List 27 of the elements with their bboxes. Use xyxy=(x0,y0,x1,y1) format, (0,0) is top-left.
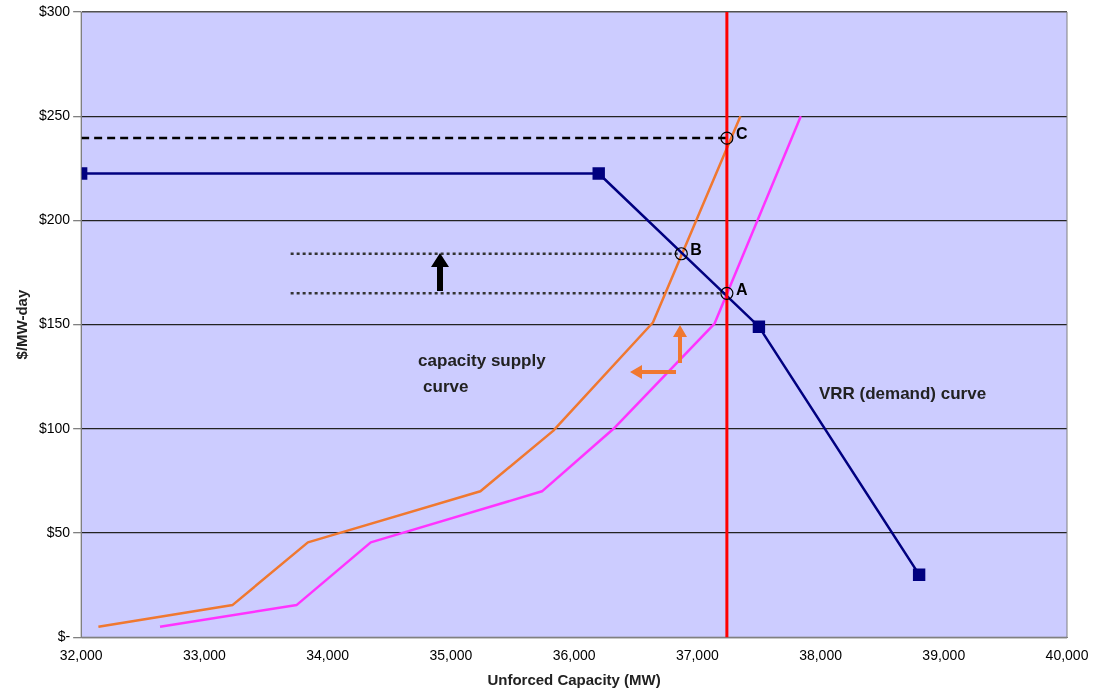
x-axis-title: Unforced Capacity (MW) xyxy=(487,671,661,689)
point xyxy=(912,568,926,581)
y-tick-label: $250 xyxy=(38,107,71,124)
x-tick-label: 40,000 xyxy=(1045,647,1089,664)
y-axis-title: $/MW-day xyxy=(13,289,31,360)
y-tick-label: $100 xyxy=(38,419,71,436)
x-tick-label: 34,000 xyxy=(306,647,350,664)
x-tick-label: 35,000 xyxy=(429,647,473,664)
y-tick-label: $50 xyxy=(46,523,71,540)
x-tick-label: 36,000 xyxy=(552,647,596,664)
point xyxy=(592,167,605,180)
y-tick-label: $- xyxy=(57,628,71,645)
point xyxy=(720,131,734,145)
point xyxy=(752,320,766,333)
x-tick-label: 32,000 xyxy=(59,647,103,664)
annotation: B xyxy=(690,241,702,259)
series-label: VRR (demand) curve xyxy=(818,384,987,404)
x-tick-label: 33,000 xyxy=(182,647,226,664)
x-tick-label: 39,000 xyxy=(922,647,966,664)
x-tick-label: 38,000 xyxy=(799,647,843,664)
x-tick-label: 37,000 xyxy=(675,647,719,664)
annotation: A xyxy=(735,280,748,298)
y-tick-label: $150 xyxy=(38,315,71,332)
annotation: C xyxy=(735,125,748,143)
y-tick-label: $300 xyxy=(38,2,71,19)
y-tick-label: $200 xyxy=(38,211,71,228)
series-label: capacity supply curve xyxy=(418,350,547,396)
